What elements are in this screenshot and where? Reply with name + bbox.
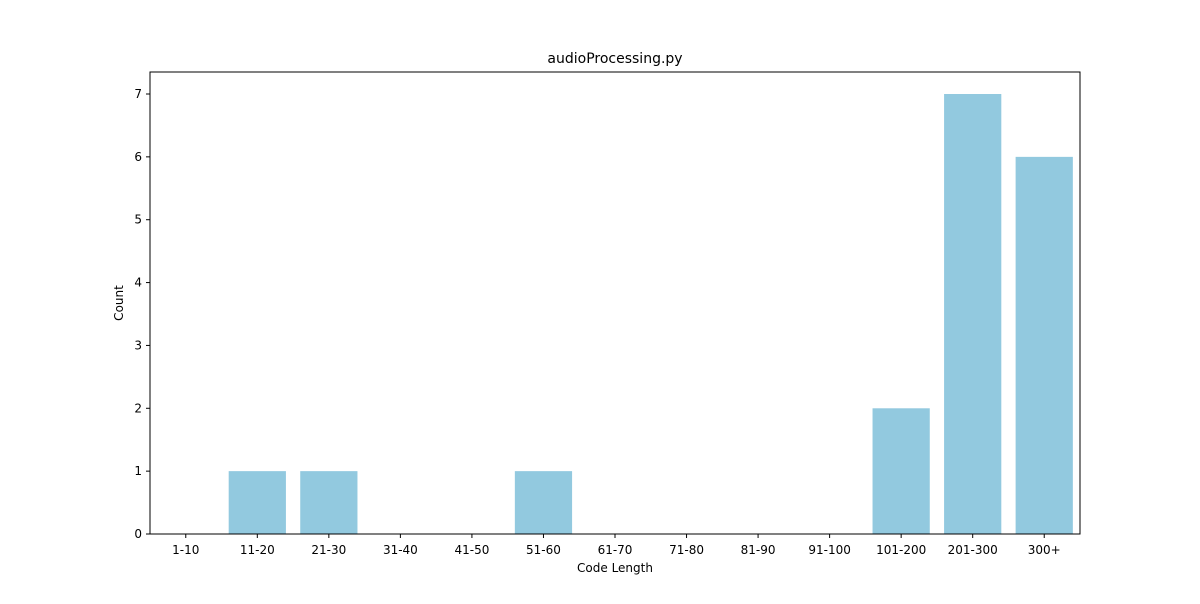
x-tick-label: 300+ xyxy=(1028,543,1061,557)
x-tick-label: 61-70 xyxy=(598,543,633,557)
y-tick-label: 0 xyxy=(134,527,142,541)
y-axis-title: Count xyxy=(112,285,126,321)
y-tick-label: 4 xyxy=(134,276,142,290)
x-axis-ticks: 1-10 11-20 21-30 31-40 41-50 51-60 61-70 71-80 8… xyxy=(172,534,1061,557)
x-tick-label: 201-300 xyxy=(948,543,998,557)
x-tick-label: 91-100 xyxy=(808,543,851,557)
bars-group xyxy=(228,94,1073,535)
x-tick-label: 1-10 xyxy=(172,543,199,557)
bar-300+ xyxy=(1015,156,1073,535)
x-axis-title: Code Length xyxy=(577,561,653,575)
y-axis-ticks: 0 1 2 3 4 5 6 7 xyxy=(134,87,150,541)
x-tick-label: 101-200 xyxy=(876,543,926,557)
y-tick-label: 7 xyxy=(134,87,142,101)
bar-21-30 xyxy=(300,471,358,534)
bar-201-300 xyxy=(944,94,1002,534)
y-tick-label: 5 xyxy=(134,213,142,227)
x-tick-label: 21-30 xyxy=(311,543,346,557)
x-tick-label: 31-40 xyxy=(383,543,418,557)
bar-11-20 xyxy=(228,471,286,534)
plot-frame xyxy=(149,71,1081,535)
bar-101-200 xyxy=(872,408,930,534)
x-tick-label: 71-80 xyxy=(669,543,704,557)
x-tick-label: 11-20 xyxy=(240,543,275,557)
y-tick-label: 1 xyxy=(134,464,142,478)
chart-title: audioProcessing.py xyxy=(547,51,682,67)
x-tick-label: 51-60 xyxy=(526,543,561,557)
x-tick-label: 41-50 xyxy=(454,543,489,557)
y-tick-label: 2 xyxy=(134,401,142,415)
y-tick-label: 6 xyxy=(134,150,142,164)
y-tick-label: 3 xyxy=(134,338,142,352)
x-tick-label: 81-90 xyxy=(741,543,776,557)
bar-51-60 xyxy=(514,471,573,534)
